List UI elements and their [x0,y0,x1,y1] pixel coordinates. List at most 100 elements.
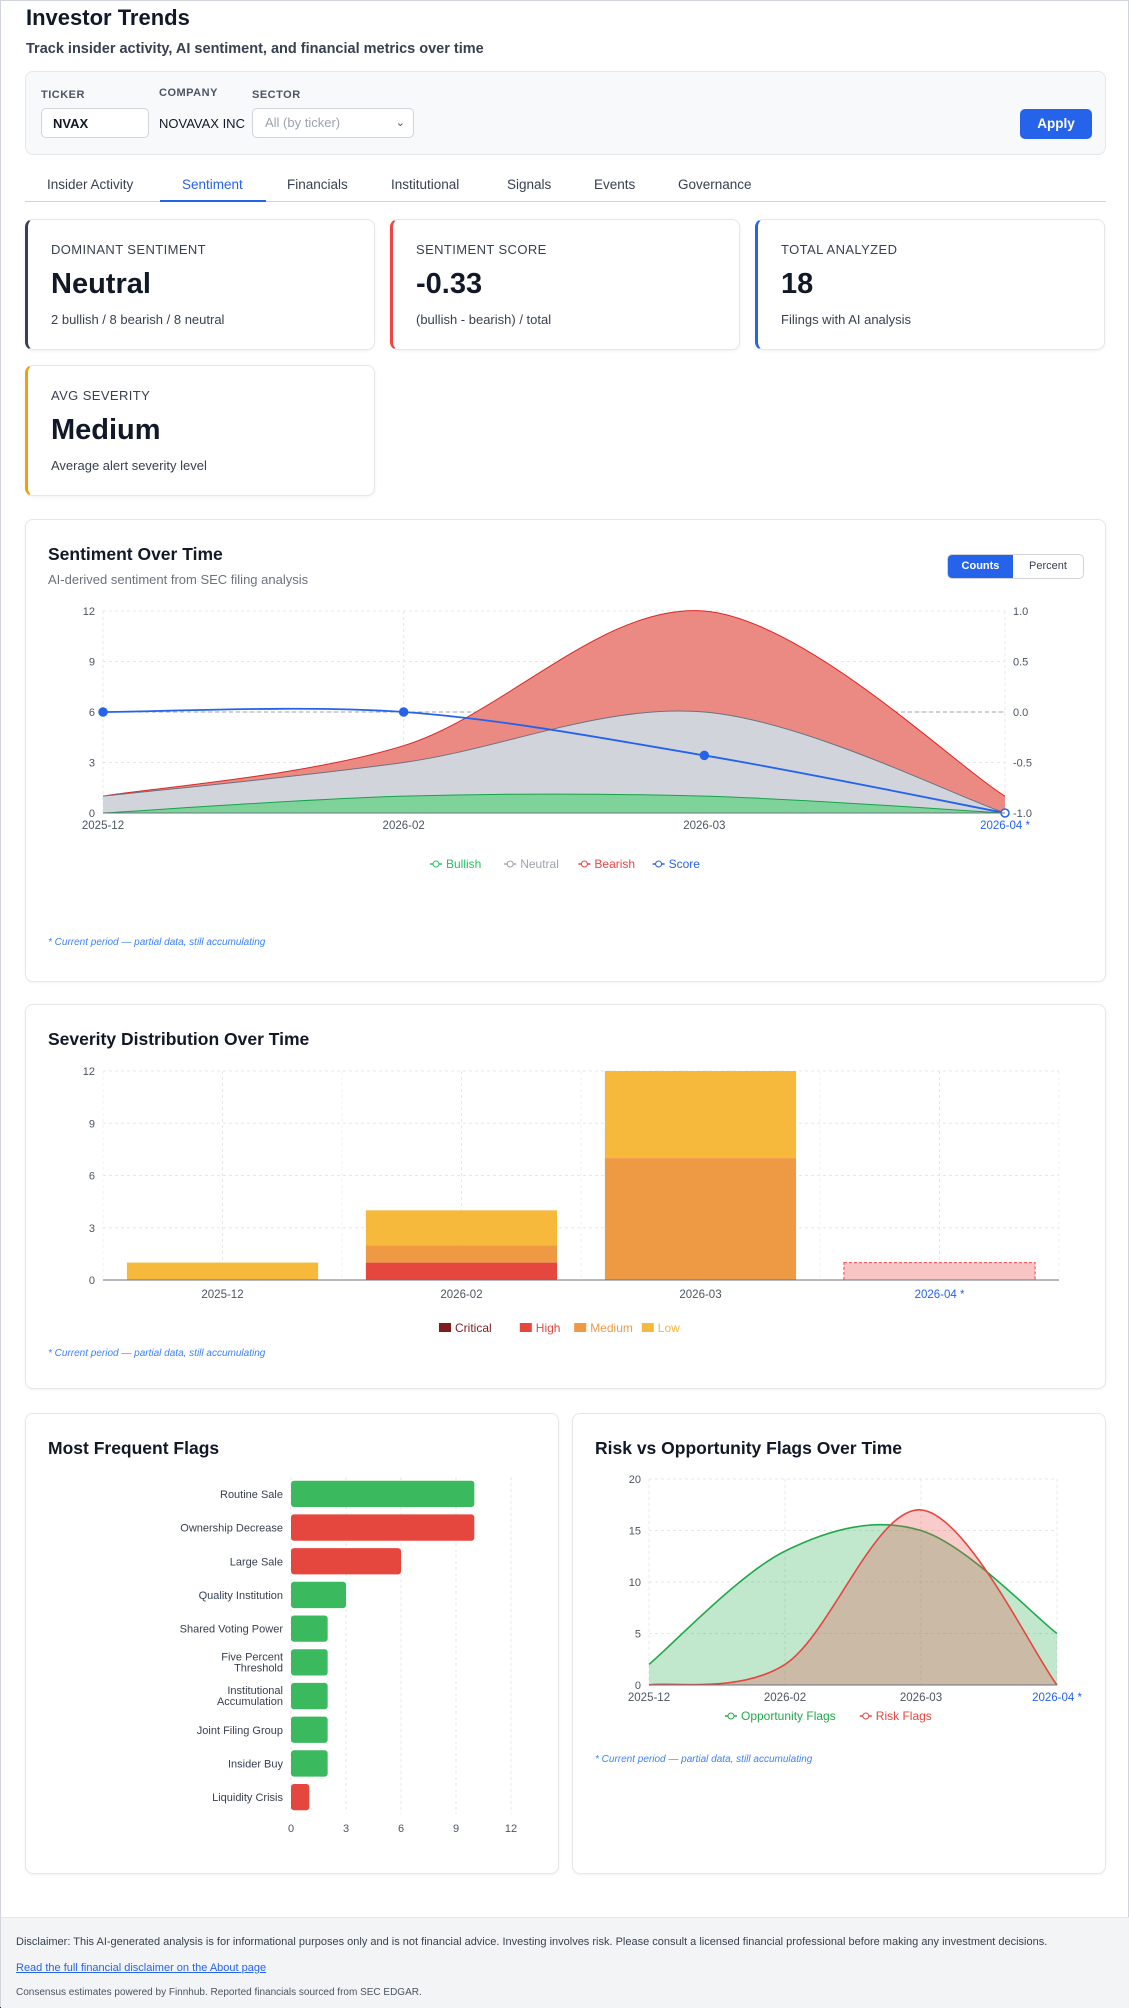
legend-label: Score [669,857,701,871]
tab-governance[interactable]: Governance [678,177,752,192]
x-tick-label: 2026-04 * [1032,1692,1082,1704]
y2-tick-label: -1.0 [1013,808,1032,820]
sector-select[interactable]: All (by ticker) ⌄ [252,108,414,138]
flag-bar-liquidity-crisis [291,1784,310,1811]
legend-label: High [536,1321,561,1335]
x-tick-label: 9 [453,1823,459,1835]
card-label: TOTAL ANALYZED [781,242,898,257]
risk-flags-area [649,1509,1057,1685]
card-value: 18 [781,268,814,300]
y-tick-label: 12 [83,1066,95,1078]
severity-bar-low [126,1262,319,1280]
card-subtext: (bullish - bearish) / total [416,312,552,327]
filter-bar: TICKER COMPANY NOVAVAX INC SECTOR All (b… [25,71,1106,155]
y2-tick-label: 0.0 [1013,707,1028,719]
score-point [398,707,409,717]
y-tick-label: 3 [89,758,95,770]
y-tick-label: 15 [629,1526,641,1538]
percent-toggle-button[interactable]: Percent [1029,560,1067,572]
x-tick-label: 12 [505,1823,517,1835]
tab-signals[interactable]: Signals [507,177,552,192]
severity-bar-low [604,1071,797,1159]
flag-label: Quality Institution [199,1590,283,1602]
y-tick-label: 10 [629,1577,641,1589]
panel-title: Risk vs Opportunity Flags Over Time [595,1438,902,1458]
y-tick-label: 9 [89,657,95,669]
ticker-label: TICKER [41,89,85,101]
page-title: Investor Trends [26,5,190,30]
y-tick-label: 6 [89,1171,95,1183]
neutral-line [102,710,1006,814]
bullish-line [102,793,1006,814]
legend-swatch [439,1323,451,1332]
card-label: SENTIMENT SCORE [416,242,547,257]
bearish-area [103,610,1005,813]
x-tick-label: 6 [398,1823,404,1835]
x-tick-label: 2026-02 [383,820,425,832]
legend-marker-dot [862,1712,870,1720]
flag-bar-institutional-accumulation [291,1682,328,1710]
tab-institutional[interactable]: Institutional [391,177,460,192]
tab-insider-activity[interactable]: Insider Activity [47,177,134,192]
ticker-input[interactable] [41,108,149,138]
flag-label: Five Percent Threshold [221,1651,283,1674]
disclaimer-link[interactable]: Read the full financial disclaimer on th… [16,1962,267,1974]
opportunity-flags-area [649,1524,1057,1685]
flag-label: Insider Buy [228,1758,284,1770]
y2-tick-label: 1.0 [1013,606,1028,618]
legend-label: Medium [590,1321,633,1335]
y-tick-label: 12 [83,606,95,618]
flag-bar-routine-sale [291,1480,475,1507]
legend-label: Bullish [446,857,481,871]
flag-bar-five-percent-threshold [291,1649,328,1676]
bullish-area [103,794,1005,813]
legend-marker-dot [580,860,588,868]
data-sources-text: Consensus estimates powered by Finnhub. … [16,1987,422,1998]
panel-title: Most Frequent Flags [48,1438,220,1458]
legend-marker-dot [655,860,663,868]
flag-label: Liquidity Crisis [212,1792,283,1804]
x-tick-label: 2025-12 [82,820,124,832]
legend-swatch [641,1323,654,1332]
legend-label: Bearish [594,857,635,871]
x-tick-label: 2026-03 [900,1692,942,1704]
flag-bar-insider-buy [291,1750,328,1777]
score-point [699,750,710,761]
counts-toggle-button[interactable]: Counts [948,555,1013,578]
severity-bar-high [365,1262,558,1280]
tab-financials[interactable]: Financials [287,177,348,192]
y-tick-label: 0 [635,1680,641,1692]
most-frequent-flags-panel: Most Frequent Flags 0 3 6 9 12 Routine Sale Ow… [25,1413,559,1874]
risk-opportunity-panel: Risk vs Opportunity Flags Over Time 0 5 10… [572,1413,1106,1874]
y-tick-label: 3 [89,1223,95,1235]
y-tick-label: 0 [89,1275,95,1287]
y-tick-label: 9 [89,1118,95,1130]
sector-select-value: All (by ticker) [265,115,341,130]
page-header: Investor Trends Track insider activity, … [26,5,484,57]
counts-percent-toggle: Counts Percent [947,554,1084,579]
card-label: AVG SEVERITY [51,388,151,403]
flags-chart: 0 3 6 9 12 Routine Sale Ownership Decrease Larg… [180,1477,517,1835]
apply-button[interactable]: Apply [1020,109,1092,139]
legend-marker-dot [432,860,440,868]
tab-events[interactable]: Events [594,177,636,192]
legend-label: Risk Flags [876,1709,932,1723]
legend-label: Opportunity Flags [741,1709,836,1723]
opportunity-flags-line [648,1523,1058,1666]
panel-title: Sentiment Over Time [48,544,223,564]
y2-tick-label: -0.5 [1013,758,1032,770]
flag-bar-large-sale [291,1548,401,1575]
bearish-line [102,610,1006,797]
tab-bar: Insider Activity Sentiment Financials In… [25,169,1106,202]
tab-sentiment[interactable]: Sentiment [182,177,243,192]
flag-label: Shared Voting Power [180,1624,284,1636]
card-subtext: 2 bullish / 8 bearish / 8 neutral [51,312,225,327]
dominant-sentiment-card: DOMINANT SENTIMENT Neutral 2 bullish / 8… [25,219,375,350]
flag-label: Ownership Decrease [180,1523,283,1535]
severity-chart: 0 3 6 9 12 2025-12 2026-02 2026-03 2026-04 * Crit… [83,1066,1060,1335]
card-subtext: Average alert severity level [51,458,207,473]
x-tick-label: 2025-12 [201,1289,243,1301]
sentiment-over-time-panel: Sentiment Over Time AI-derived sentiment… [25,519,1106,982]
x-tick-label: 2026-02 [440,1289,482,1301]
